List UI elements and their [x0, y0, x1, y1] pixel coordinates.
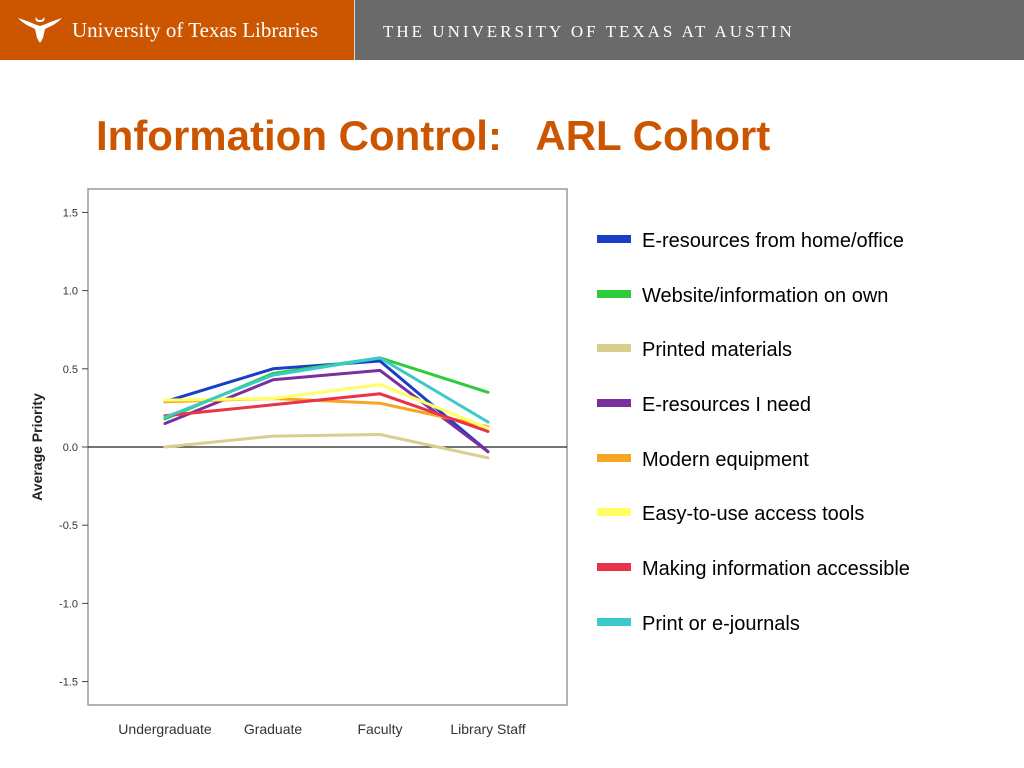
- y-axis-label: Average Priority: [29, 393, 45, 501]
- series-line: [163, 356, 490, 424]
- y-tick-label: 1.5: [63, 207, 78, 219]
- legend-label: Making information accessible: [642, 558, 910, 581]
- legend-swatch: [597, 617, 631, 626]
- y-axis: 1.5 1.0 0.5 0.0 -0.5 -1.0 -1.5: [59, 207, 88, 689]
- x-tick-label: Faculty: [357, 721, 402, 737]
- y-tick-label: 0.0: [63, 442, 78, 454]
- legend-swatch: [597, 508, 631, 517]
- x-tick-label: Graduate: [244, 721, 303, 737]
- legend-label: Website/information on own: [642, 284, 889, 307]
- y-tick-label: 1.0: [63, 286, 78, 298]
- legend-label: E-resources I need: [642, 394, 811, 417]
- longhorn-logo-icon: [18, 17, 62, 43]
- legend-label: Print or e-journals: [642, 612, 800, 635]
- legend-label: E-resources from home/office: [642, 230, 904, 252]
- legend-swatch: [597, 235, 631, 243]
- library-brand-name: University of Texas Libraries: [72, 18, 318, 42]
- series-line: [163, 383, 490, 430]
- header-divider: [354, 0, 355, 60]
- y-tick-label: 0.5: [63, 364, 78, 376]
- x-tick-label: Library Staff: [450, 721, 525, 737]
- legend-swatch: [597, 399, 631, 408]
- university-banner: THE UNIVERSITY OF TEXAS AT AUSTIN: [355, 0, 1024, 60]
- series-line: [163, 392, 490, 433]
- library-banner: University of Texas Libraries: [0, 0, 354, 60]
- line-chart: 1.5 1.0 0.5 0.0 -0.5 -1.0 -1.5 Undergraduate Gr…: [29, 188, 568, 737]
- slide-header: University of Texas Libraries THE UNIVER…: [0, 0, 1024, 60]
- legend-label: Printed materials: [642, 339, 793, 362]
- legend-swatch: [597, 289, 631, 298]
- x-axis: Undergraduate Graduate Faculty Library Staf…: [118, 721, 525, 737]
- series-lines: [163, 356, 490, 460]
- legend-swatch: [597, 563, 631, 572]
- slide-title: Information Control: ARL Cohort: [96, 112, 771, 159]
- legend-label: Easy-to-use access tools: [642, 503, 865, 526]
- legend-swatch: [597, 344, 631, 353]
- legend-label: Modern equipment: [642, 448, 809, 471]
- university-name: THE UNIVERSITY OF TEXAS AT AUSTIN: [383, 22, 795, 41]
- legend-swatch: [597, 453, 631, 462]
- y-tick-label: -0.5: [59, 520, 78, 532]
- x-tick-label: Undergraduate: [118, 721, 212, 737]
- y-tick-label: -1.0: [59, 598, 78, 610]
- y-tick-label: -1.5: [59, 677, 78, 689]
- series-line: [163, 433, 490, 460]
